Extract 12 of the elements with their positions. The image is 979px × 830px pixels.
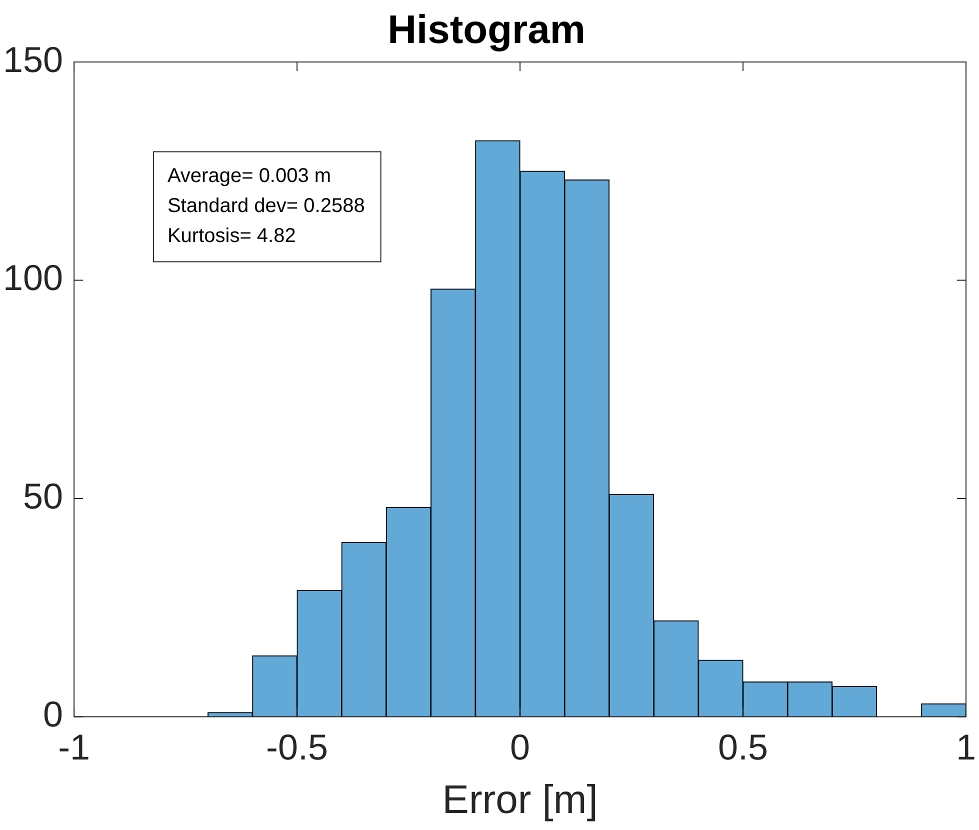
x-axis-title: Error [m] [442,778,598,822]
annotation: Average= 0.003 m [167,165,332,188]
annotation: Standard dev= 0.2588 [167,195,365,218]
x-tick-label: -0.5 [266,726,328,768]
y-tick-label: 50 [23,475,64,516]
chart-title: Histogram [388,8,586,52]
x-tick-label: 0 [510,726,530,768]
annotation: Kurtosis= 4.82 [167,225,296,248]
y-tick-label: 150 [2,38,64,80]
x-tick-label: 1 [956,726,976,768]
y-tick-label: 100 [2,257,64,298]
x-tick-label: 0.5 [718,726,768,768]
